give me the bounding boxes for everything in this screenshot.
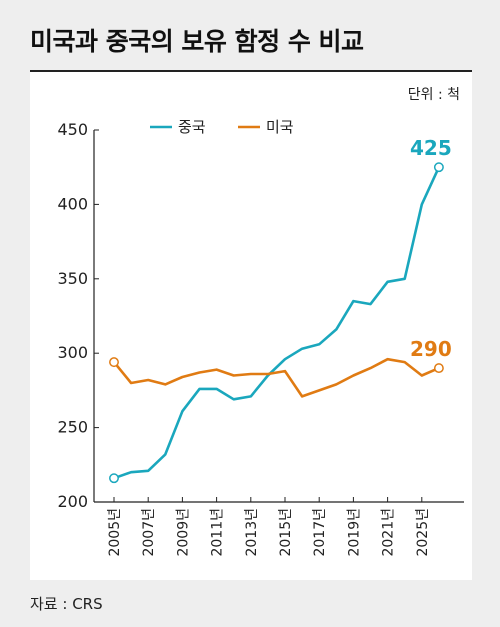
x-tick-label: 2015년	[278, 508, 294, 557]
y-tick-label: 250	[57, 418, 88, 437]
series-end-label: 425	[410, 136, 452, 160]
unit-label: 단위 : 척	[407, 87, 460, 103]
legend-label: 중국	[178, 118, 206, 136]
chart-panel	[30, 72, 472, 580]
series-start-point	[109, 357, 119, 368]
source-label: 자료 : CRS	[30, 595, 103, 613]
series-end-label: 290	[410, 337, 452, 361]
y-tick-label: 450	[57, 120, 88, 139]
series-start-point	[109, 473, 119, 484]
series-end-point	[433, 162, 444, 173]
y-tick-label: 300	[57, 343, 88, 362]
x-tick-label: 2007년	[141, 508, 157, 557]
y-tick-label: 350	[57, 269, 88, 288]
series-line-1	[112, 357, 441, 398]
line-chart: 200 250 300 350 400 450 2005년 2007년 2009년 2011년 20…	[57, 118, 464, 557]
series-end-point	[433, 363, 444, 374]
x-tick-label: 2011년	[210, 508, 226, 557]
x-tick-label: 2025년	[415, 508, 431, 557]
y-tick-label: 400	[57, 194, 88, 213]
y-tick-label: 200	[57, 492, 88, 511]
x-tick-label: 2009년	[175, 508, 191, 557]
x-tick-label: 2017년	[312, 508, 328, 557]
chart-title: 미국과 중국의 보유 함정 수 비교	[30, 27, 364, 56]
legend-label: 미국	[266, 118, 294, 136]
x-tick-label: 2013년	[244, 508, 260, 557]
title-rule	[30, 70, 472, 72]
x-tick-label: 2021년	[381, 508, 397, 557]
x-tick-label: 2019년	[346, 508, 362, 557]
series-line-0	[112, 165, 441, 480]
x-tick-label: 2005년	[107, 508, 123, 557]
